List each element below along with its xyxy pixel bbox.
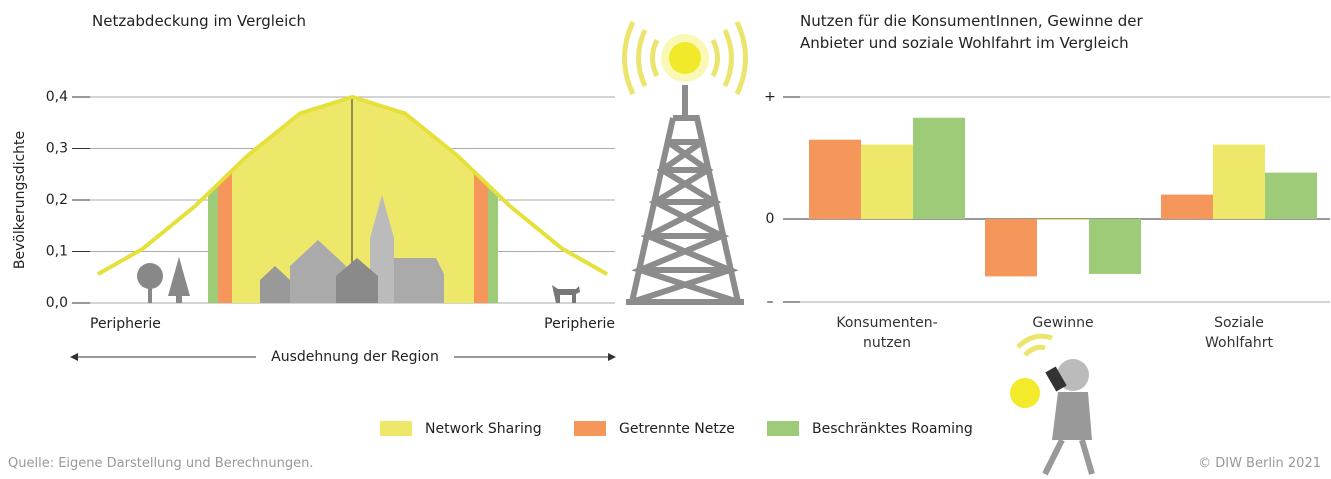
y-tick-label: 0,3 bbox=[46, 141, 68, 157]
coverage-band bbox=[488, 185, 498, 303]
y-tick-label: 0,1 bbox=[46, 244, 68, 260]
legend-swatch bbox=[574, 421, 606, 436]
y-tick-label: 0,2 bbox=[46, 192, 68, 208]
x-axis-label: Ausdehnung der Region bbox=[271, 349, 439, 365]
y-tick-label: 0 bbox=[766, 211, 775, 227]
coverage-band bbox=[474, 172, 488, 303]
bar bbox=[809, 140, 861, 219]
infographic: 0,0 0,1 0,2 0,3 0,4 Peripherie Peripherie Ausde… bbox=[0, 0, 1331, 479]
y-tick-label: 0,0 bbox=[46, 295, 68, 311]
illustration bbox=[168, 257, 190, 303]
bar bbox=[1213, 145, 1265, 219]
person-illustration bbox=[1010, 336, 1092, 474]
chart-title: Nutzen für die KonsumentInnen, Gewinne d… bbox=[800, 10, 1210, 54]
copyright: © DIW Berlin 2021 bbox=[1198, 456, 1321, 471]
tower-illustration bbox=[625, 22, 746, 302]
legend-swatch bbox=[767, 421, 799, 436]
legend-label: Network Sharing bbox=[425, 421, 542, 437]
x-tick-label: Soziale Wohlfahrt bbox=[1154, 313, 1324, 353]
bar bbox=[1089, 219, 1141, 274]
legend-label: Beschränktes Roaming bbox=[812, 421, 973, 437]
chart: 0,0 0,1 0,2 0,3 0,4 Peripherie Peripherie Ausde… bbox=[0, 0, 1331, 479]
bar bbox=[985, 219, 1037, 276]
coverage-band bbox=[218, 171, 232, 303]
y-tick-label: 0,4 bbox=[46, 89, 68, 105]
bar bbox=[1161, 195, 1213, 219]
x-tick-label: Gewinne bbox=[978, 313, 1148, 333]
y-tick-label: + bbox=[764, 89, 776, 105]
x-annotation: Peripherie bbox=[90, 316, 161, 332]
bar bbox=[861, 145, 913, 219]
illustration bbox=[137, 263, 163, 289]
legend-swatch bbox=[380, 421, 412, 436]
bar bbox=[1265, 173, 1317, 219]
y-tick-label: – bbox=[767, 294, 774, 310]
bar bbox=[1037, 219, 1089, 220]
x-annotation: Peripherie bbox=[544, 316, 615, 332]
coverage-band bbox=[208, 184, 218, 303]
bar bbox=[913, 118, 965, 219]
x-tick-label: Konsumenten- nutzen bbox=[802, 313, 972, 353]
source: Quelle: Eigene Darstellung und Berechnun… bbox=[8, 456, 314, 471]
illustration bbox=[552, 285, 580, 303]
illustration bbox=[148, 286, 152, 303]
legend-label: Getrennte Netze bbox=[619, 421, 735, 437]
illustration bbox=[394, 258, 444, 303]
chart-title: Netzabdeckung im Vergleich bbox=[92, 10, 306, 32]
y-axis-label: Bevölkerungsdichte bbox=[12, 131, 28, 269]
